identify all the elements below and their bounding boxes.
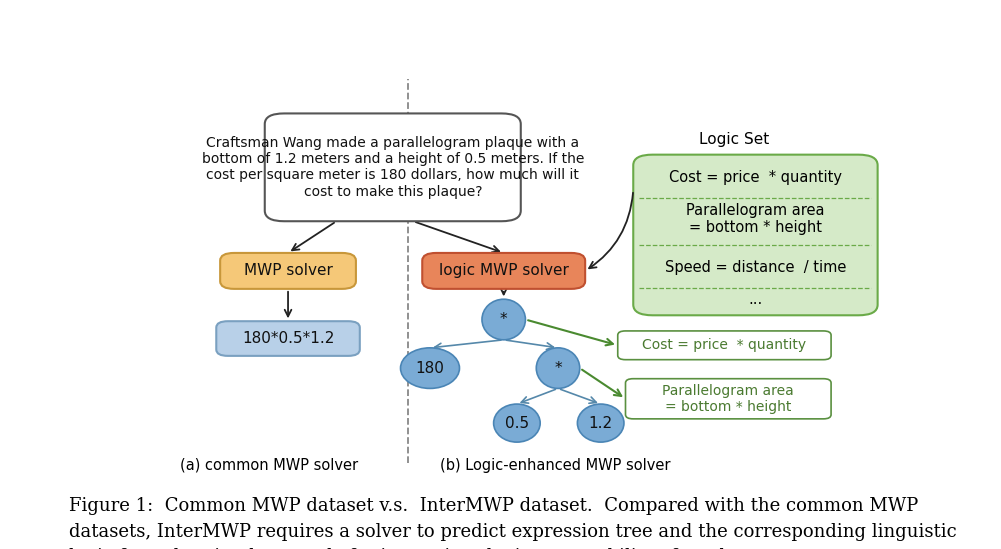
FancyBboxPatch shape — [626, 379, 831, 419]
Text: 180: 180 — [415, 361, 444, 376]
Ellipse shape — [400, 348, 459, 389]
Text: Speed = distance  / time: Speed = distance / time — [665, 260, 846, 274]
Text: ...: ... — [749, 292, 763, 307]
Text: (a) common MWP solver: (a) common MWP solver — [179, 458, 357, 473]
FancyBboxPatch shape — [618, 331, 831, 360]
Ellipse shape — [578, 404, 624, 442]
Ellipse shape — [493, 404, 541, 442]
Text: Figure 1:  Common MWP dataset v.s.  InterMWP dataset.  Compared with the common : Figure 1: Common MWP dataset v.s. InterM… — [69, 497, 957, 549]
FancyBboxPatch shape — [422, 253, 586, 289]
FancyBboxPatch shape — [220, 253, 356, 289]
FancyBboxPatch shape — [216, 321, 359, 356]
Text: Parallelogram area
= bottom * height: Parallelogram area = bottom * height — [663, 384, 794, 414]
Text: 180*0.5*1.2: 180*0.5*1.2 — [242, 331, 334, 346]
Ellipse shape — [481, 299, 526, 340]
Text: Logic Set: Logic Set — [699, 132, 769, 147]
FancyBboxPatch shape — [634, 155, 878, 315]
Text: Cost = price  * quantity: Cost = price * quantity — [669, 170, 842, 184]
Text: 0.5: 0.5 — [505, 416, 529, 430]
Text: Cost = price  * quantity: Cost = price * quantity — [643, 338, 807, 352]
Ellipse shape — [537, 348, 580, 389]
FancyBboxPatch shape — [264, 114, 521, 221]
Text: Craftsman Wang made a parallelogram plaque with a
bottom of 1.2 meters and a hei: Craftsman Wang made a parallelogram plaq… — [201, 136, 584, 199]
Text: Parallelogram area
= bottom * height: Parallelogram area = bottom * height — [687, 203, 825, 235]
Text: 1.2: 1.2 — [589, 416, 613, 430]
Text: *: * — [555, 361, 562, 376]
Text: logic MWP solver: logic MWP solver — [438, 264, 569, 278]
Text: *: * — [499, 312, 508, 327]
Text: MWP solver: MWP solver — [243, 264, 332, 278]
Text: (b) Logic-enhanced MWP solver: (b) Logic-enhanced MWP solver — [440, 458, 671, 473]
